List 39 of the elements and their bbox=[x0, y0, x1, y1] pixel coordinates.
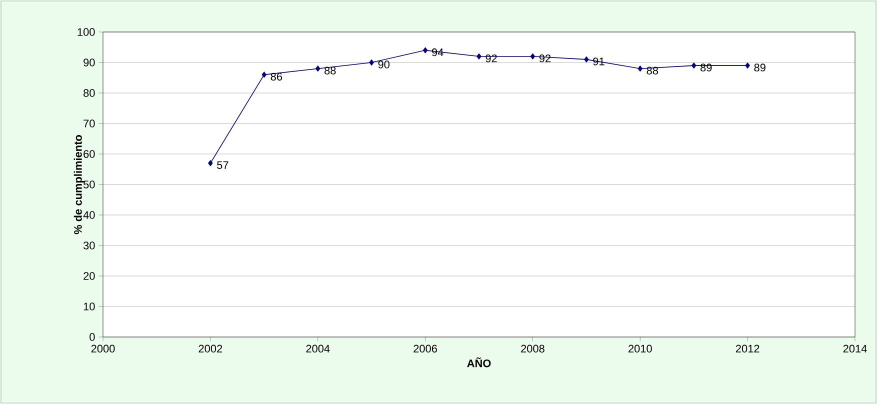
x-tick-label: 2002 bbox=[198, 344, 222, 353]
x-tick-label: 2008 bbox=[521, 344, 544, 353]
point bbox=[422, 47, 428, 54]
data-label: 88 bbox=[324, 66, 336, 74]
y-tick-label: 40 bbox=[83, 211, 95, 219]
point bbox=[476, 53, 482, 60]
y-axis-title: % de cumplimiento bbox=[74, 135, 84, 234]
x-tick-label: 2012 bbox=[736, 344, 760, 353]
data-label: 57 bbox=[217, 161, 228, 169]
point bbox=[638, 66, 642, 72]
data-label: 92 bbox=[486, 54, 497, 62]
data-label: 89 bbox=[754, 64, 766, 72]
y-tick-label: 70 bbox=[84, 120, 95, 128]
y-tick-label: 90 bbox=[84, 58, 95, 66]
x-axis-title: AÑO bbox=[467, 357, 491, 368]
y-tick-label: 30 bbox=[83, 242, 95, 250]
point bbox=[316, 66, 320, 72]
y-tick-label: 80 bbox=[84, 89, 95, 97]
x-tick-label: 2006 bbox=[414, 344, 437, 353]
point bbox=[208, 160, 213, 166]
y-tick-label: 20 bbox=[84, 272, 95, 280]
data-label: 86 bbox=[270, 72, 282, 81]
point bbox=[745, 62, 750, 69]
point bbox=[262, 72, 266, 78]
x-tick-label: 2014 bbox=[843, 344, 867, 353]
x-tick-label: 2004 bbox=[306, 344, 330, 353]
y-tick-label: 60 bbox=[84, 150, 95, 158]
point bbox=[369, 60, 374, 66]
point bbox=[584, 56, 589, 62]
y-tick-label: 0 bbox=[90, 333, 95, 341]
data-label: 90 bbox=[378, 60, 390, 68]
y-tick-label: 50 bbox=[83, 180, 95, 188]
y-tick-label: 10 bbox=[84, 302, 95, 310]
point bbox=[530, 53, 536, 60]
point bbox=[692, 62, 696, 69]
y-tick-label: 100 bbox=[78, 28, 95, 36]
x-tick-label: 2000 bbox=[91, 344, 115, 353]
data-label: 88 bbox=[646, 66, 658, 74]
x-tick-label: 2010 bbox=[628, 344, 652, 353]
